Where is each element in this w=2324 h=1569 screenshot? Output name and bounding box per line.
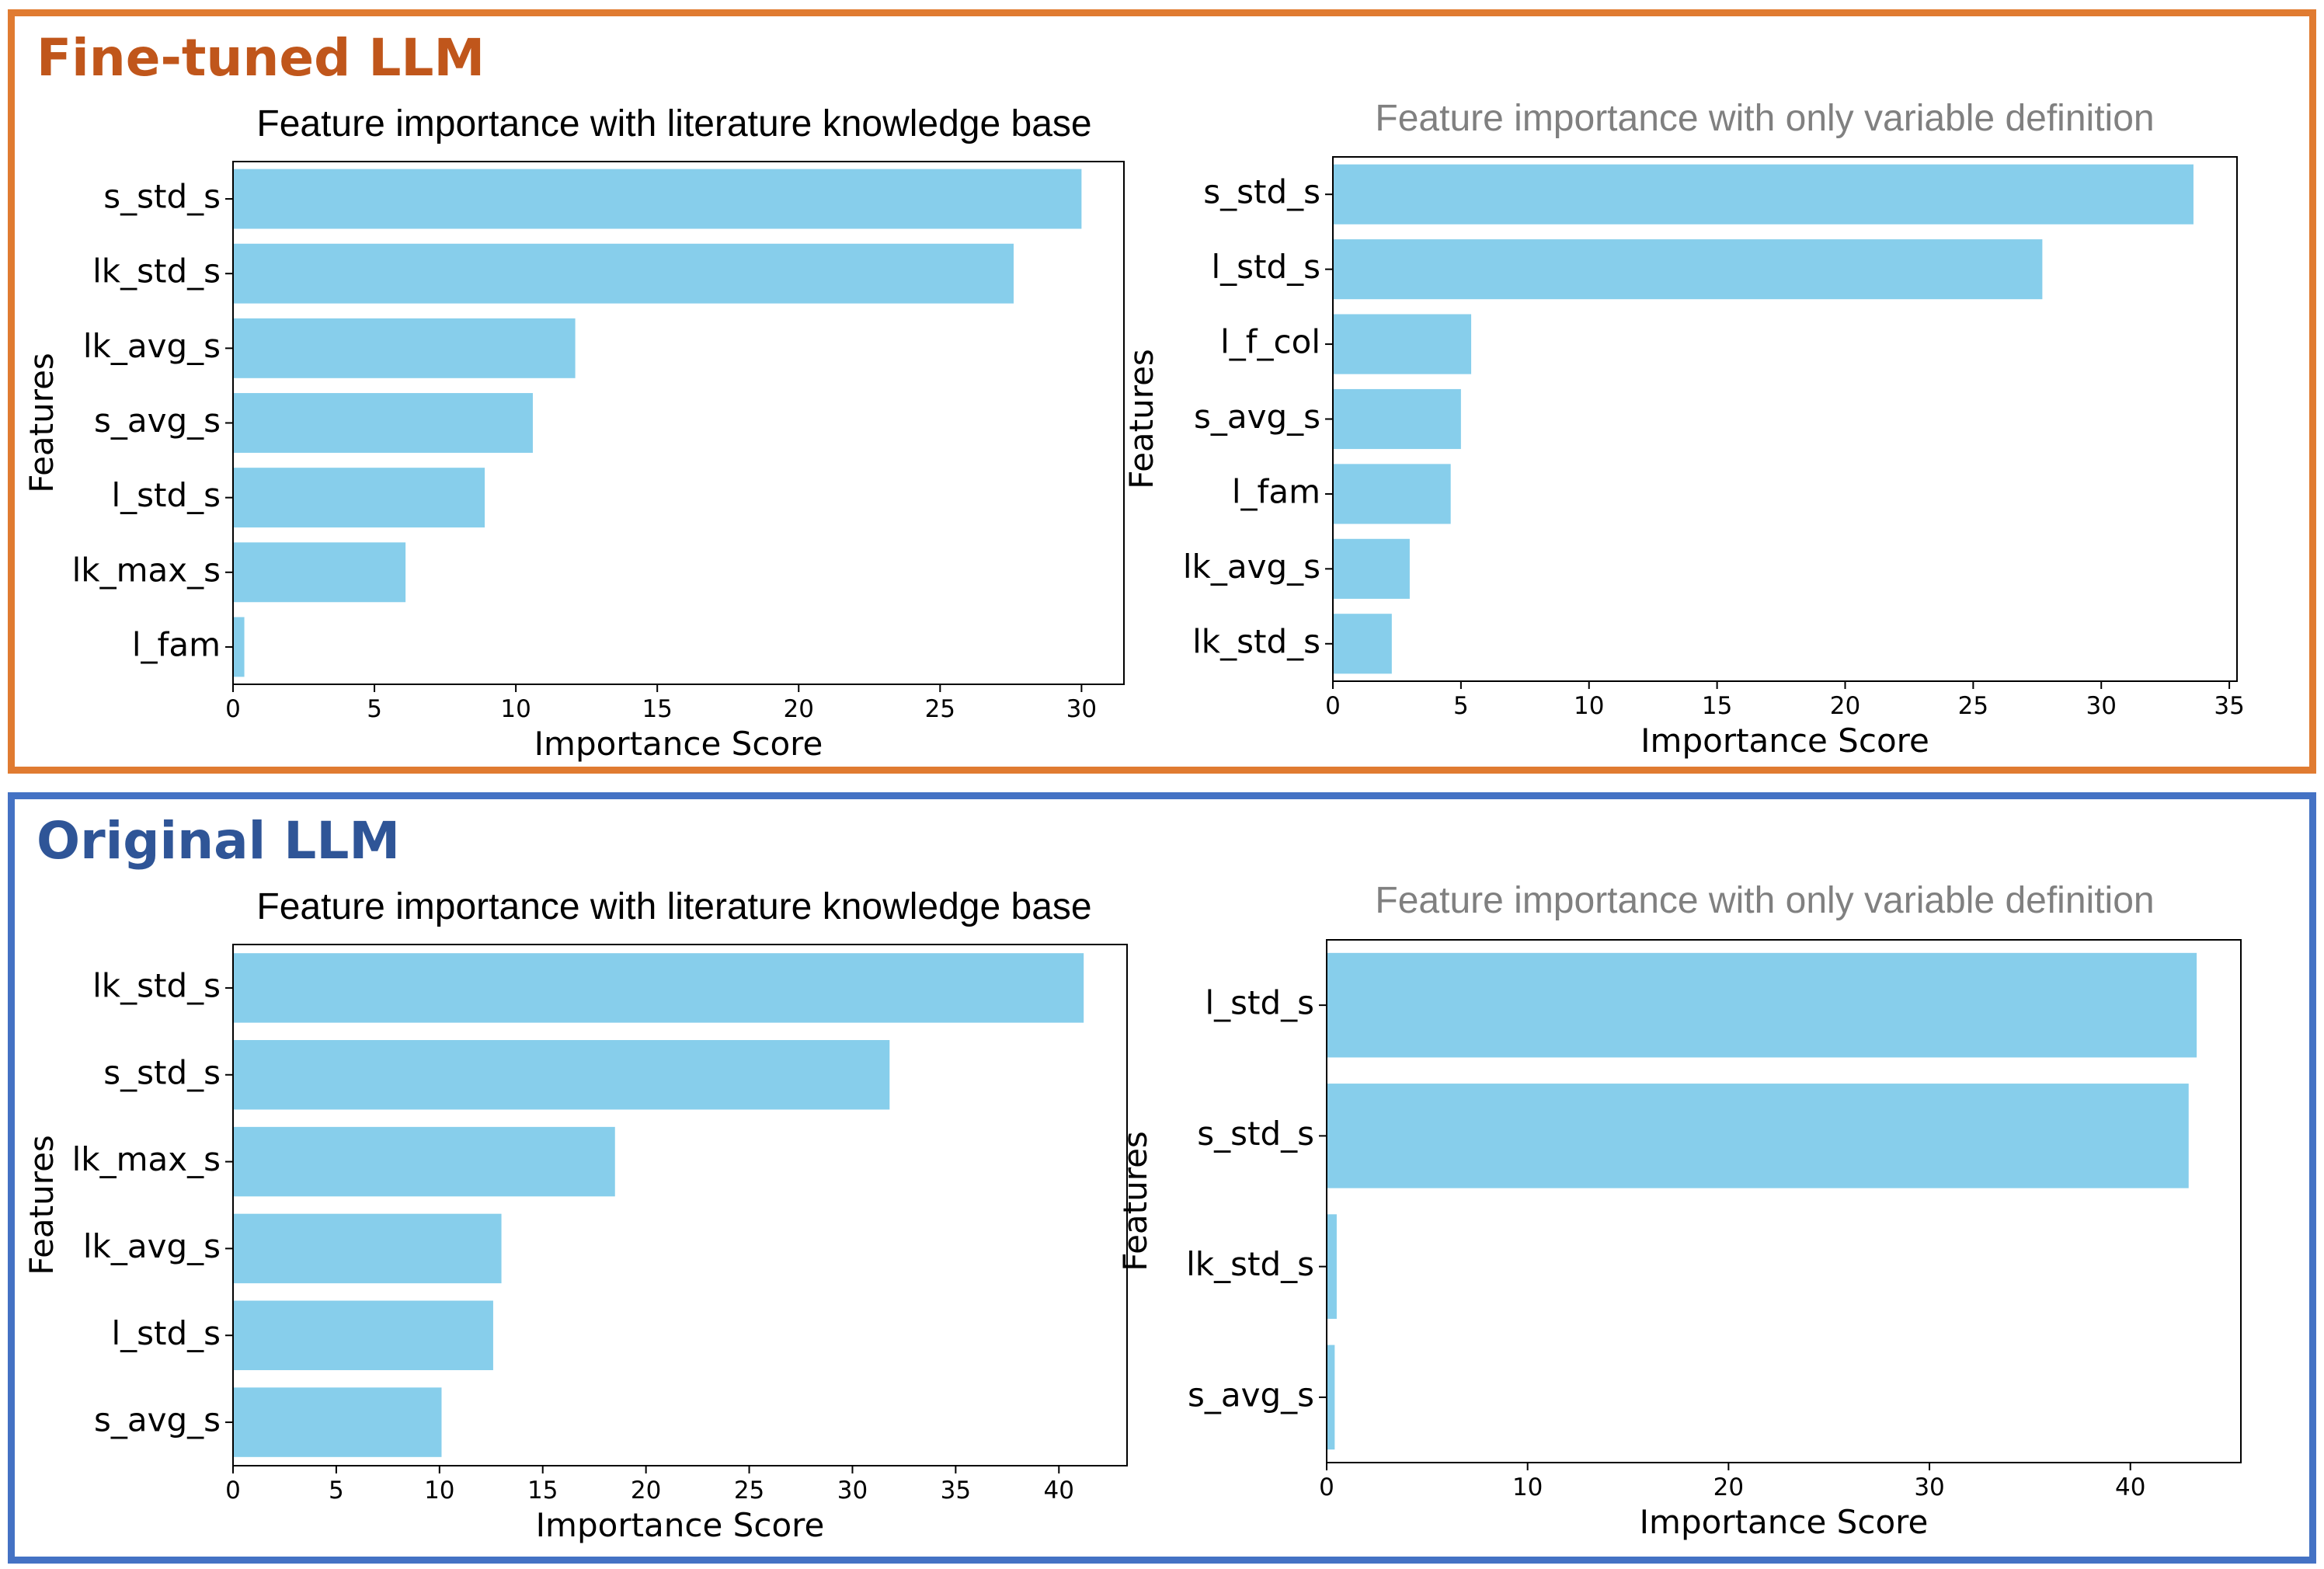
x-tick-label: 25 <box>734 1477 764 1505</box>
x-tick-label: 40 <box>2115 1473 2145 1501</box>
y-axis-label: Features <box>23 353 61 493</box>
bar-lk_avg_s <box>233 1213 502 1284</box>
bar-s_std_s <box>233 1040 890 1110</box>
bar-l_std_s <box>233 1300 493 1370</box>
x-tick-label: 15 <box>642 695 672 723</box>
bar-s_avg_s <box>233 1387 442 1457</box>
chart-title: Feature importance with literature knowl… <box>256 886 1091 927</box>
y-tick-label: s_avg_s <box>94 1401 221 1439</box>
y-tick-label: lk_std_s <box>1186 1245 1314 1283</box>
x-tick-label: 10 <box>1574 692 1604 720</box>
bar-lk_std_s <box>233 953 1084 1023</box>
x-tick-label: 20 <box>631 1477 661 1505</box>
x-tick-label: 30 <box>1066 695 1097 723</box>
y-tick-label: l_std_s <box>111 1314 221 1352</box>
y-tick-label: lk_max_s <box>72 1140 221 1178</box>
x-tick-label: 0 <box>225 695 241 723</box>
y-tick-label: lk_avg_s <box>83 327 221 365</box>
x-tick-label: 20 <box>1830 692 1860 720</box>
y-tick-label: s_std_s <box>103 1053 221 1091</box>
y-tick-label: l_std_s <box>1211 248 1320 286</box>
chart-title: Feature importance with literature knowl… <box>256 103 1091 144</box>
x-tick-label: 35 <box>941 1477 971 1505</box>
bar-lk_std_s <box>1327 1214 1337 1319</box>
bar-s_avg_s <box>1333 388 1461 450</box>
x-axis-label: Importance Score <box>1640 1503 1929 1541</box>
bar-s_std_s <box>1327 1084 2189 1188</box>
y-tick-label: s_std_s <box>103 178 221 216</box>
original-llm-title: Original LLM <box>37 811 401 871</box>
fine-tuned-llm-panel: Fine-tuned LLM <box>8 9 2316 774</box>
y-tick-label: l_fam <box>1232 472 1320 510</box>
fine-tuned-llm-title: Fine-tuned LLM <box>37 28 485 88</box>
bar-l_std_s <box>233 468 485 528</box>
bar-lk_max_s <box>233 542 406 603</box>
x-tick-label: 20 <box>784 695 814 723</box>
bar-l_fam <box>1333 464 1451 524</box>
bar-lk_std_s <box>1333 614 1392 674</box>
x-tick-label: 35 <box>2214 692 2244 720</box>
bar-s_std_s <box>1333 164 2194 224</box>
y-axis-label: Features <box>1122 349 1160 489</box>
bar-l_fam <box>233 617 245 677</box>
chart-title: Feature importance with only variable de… <box>1375 880 2154 921</box>
x-axis-label: Importance Score <box>1640 722 1929 760</box>
bar-lk_avg_s <box>1333 538 1410 599</box>
y-tick-label: s_std_s <box>1203 173 1320 211</box>
bar-lk_avg_s <box>233 318 576 378</box>
x-tick-label: 0 <box>1319 1473 1334 1501</box>
axes-frame <box>232 944 1128 1466</box>
x-tick-label: 10 <box>1512 1473 1543 1501</box>
x-tick-label: 20 <box>1713 1473 1744 1501</box>
x-tick-label: 0 <box>225 1477 241 1505</box>
x-axis-label: Importance Score <box>534 725 823 763</box>
bar-l_f_col <box>1333 314 1472 374</box>
bar-lk_std_s <box>233 243 1014 304</box>
x-tick-label: 5 <box>329 1477 344 1505</box>
y-axis-label: Features <box>23 1135 61 1275</box>
x-tick-label: 25 <box>1958 692 1988 720</box>
x-tick-label: 25 <box>925 695 955 723</box>
y-tick-label: l_std_s <box>1205 984 1314 1022</box>
y-tick-label: l_f_col <box>1220 323 1320 361</box>
x-tick-label: 10 <box>500 695 531 723</box>
y-tick-label: lk_std_s <box>92 966 221 1004</box>
chart-title: Feature importance with only variable de… <box>1375 98 2154 139</box>
y-tick-label: s_std_s <box>1197 1115 1314 1153</box>
y-tick-label: s_avg_s <box>1194 398 1320 436</box>
y-tick-label: s_avg_s <box>94 402 221 440</box>
bar-l_std_s <box>1327 952 2197 1058</box>
bar-s_avg_s <box>233 393 533 453</box>
bar-lk_max_s <box>233 1126 615 1197</box>
x-axis-label: Importance Score <box>536 1506 825 1544</box>
x-tick-label: 15 <box>1702 692 1732 720</box>
bar-l_std_s <box>1333 239 2043 300</box>
y-tick-label: lk_std_s <box>1192 622 1320 660</box>
bar-s_avg_s <box>1327 1345 1335 1450</box>
y-tick-label: lk_avg_s <box>1183 548 1320 586</box>
x-tick-label: 10 <box>424 1477 454 1505</box>
y-tick-label: lk_std_s <box>92 252 221 290</box>
bar-s_std_s <box>233 169 1082 229</box>
y-tick-label: s_avg_s <box>1188 1376 1314 1414</box>
y-axis-label: Features <box>1116 1131 1154 1272</box>
x-tick-label: 5 <box>367 695 382 723</box>
y-tick-label: lk_max_s <box>72 551 221 589</box>
x-tick-label: 15 <box>527 1477 558 1505</box>
x-tick-label: 30 <box>2086 692 2117 720</box>
y-tick-label: lk_avg_s <box>83 1227 221 1265</box>
x-tick-label: 40 <box>1044 1477 1074 1505</box>
x-tick-label: 0 <box>1325 692 1341 720</box>
y-tick-label: l_std_s <box>111 476 221 514</box>
x-tick-label: 5 <box>1453 692 1469 720</box>
x-tick-label: 30 <box>837 1477 868 1505</box>
x-tick-label: 30 <box>1914 1473 1944 1501</box>
y-tick-label: l_fam <box>132 625 221 663</box>
axes-frame <box>1326 939 2242 1463</box>
